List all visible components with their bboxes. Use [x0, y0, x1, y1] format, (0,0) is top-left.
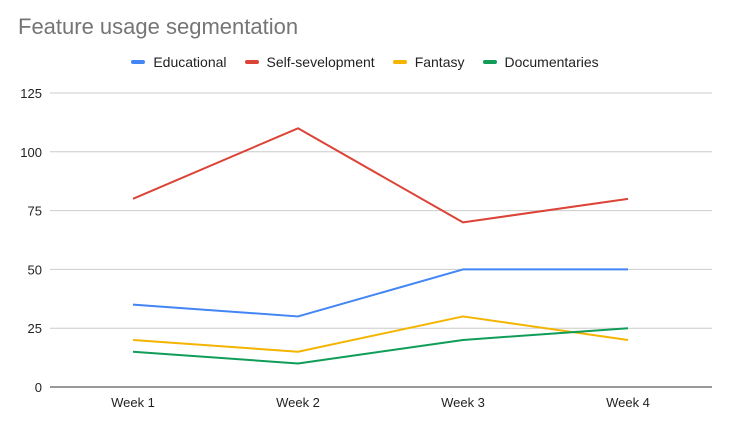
legend-label: Documentaries — [504, 54, 599, 70]
series-line-self-sevelopment — [132, 127, 629, 224]
y-tick-label: 50 — [28, 262, 42, 277]
series-line-documentaries — [132, 327, 629, 365]
legend-label: Self-sevelopment — [266, 54, 375, 70]
y-tick-label: 100 — [20, 145, 42, 160]
series-line-fantasy — [132, 315, 629, 353]
y-tick-label: 25 — [28, 321, 42, 336]
legend-label: Educational — [153, 54, 227, 70]
legend-item-fantasy[interactable]: Fantasy — [392, 54, 465, 70]
legend-item-documentaries[interactable]: Documentaries — [482, 54, 599, 70]
x-tick-label: Week 3 — [441, 395, 485, 410]
legend-swatch — [482, 60, 497, 64]
x-tick-label: Week 1 — [111, 395, 155, 410]
y-tick-label: 0 — [35, 380, 42, 395]
legend: Educational Self-sevelopment Fantasy Doc… — [0, 54, 730, 70]
y-tick-label: 75 — [28, 204, 42, 219]
legend-item-self-sevelopment[interactable]: Self-sevelopment — [244, 54, 375, 70]
x-tick-label: Week 4 — [606, 395, 650, 410]
legend-item-educational[interactable]: Educational — [131, 54, 227, 70]
legend-swatch — [392, 60, 407, 64]
legend-swatch — [244, 60, 259, 64]
chart-title: Feature usage segmentation — [18, 14, 299, 39]
legend-label: Fantasy — [414, 54, 465, 70]
series-line-educational — [132, 268, 628, 318]
y-tick-label: 125 — [20, 86, 42, 101]
legend-swatch — [131, 60, 146, 64]
x-tick-label: Week 2 — [276, 395, 320, 410]
